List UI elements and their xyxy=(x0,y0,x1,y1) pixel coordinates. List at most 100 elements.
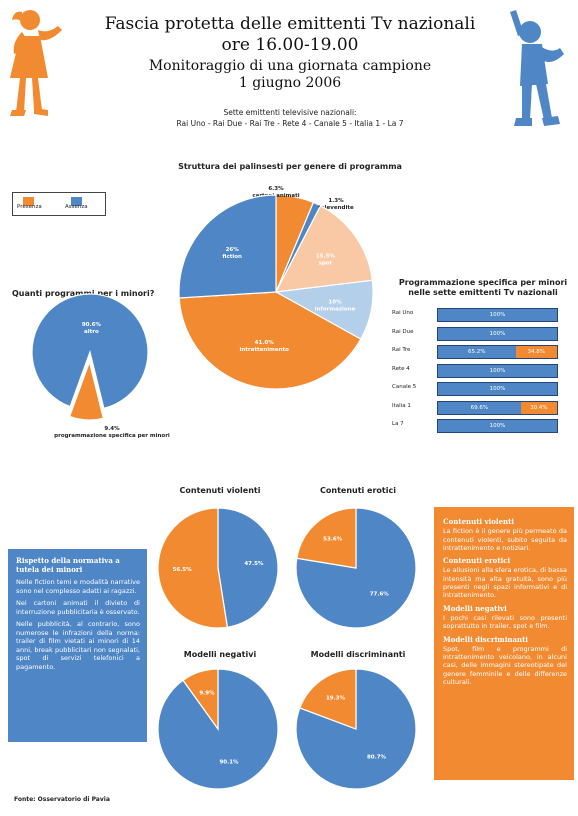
bar-segment-assenza: 100% xyxy=(438,420,557,432)
bar-category-label: Rai Tre xyxy=(392,347,411,353)
slice-category-label: informazione xyxy=(315,307,356,313)
bar-row-rai-uno: Rai Uno 100% xyxy=(392,306,562,323)
slice-contenuti-erotici-presenza xyxy=(296,507,357,569)
discriminating-chart-title: Modelli discriminanti xyxy=(310,650,406,659)
pie-modelli-negativi: 90.1% 9.9% xyxy=(157,668,279,790)
bar-track: 100% xyxy=(437,363,558,378)
bar-segment-assenza: 100% xyxy=(438,327,557,340)
pie-struttura-dei-palinsesti-per-genere-di-programma: 6.3%cartoni animati1.3%televendite15.5%s… xyxy=(178,186,374,390)
bar-track: 100% xyxy=(437,382,558,396)
slice-contenuti-violenti-assenza xyxy=(217,507,279,628)
bar-segment-assenza: 69.6% xyxy=(438,401,521,414)
header-title-block: Fascia protetta delle emittenti Tv nazio… xyxy=(90,14,490,92)
slice-category-label: fiction xyxy=(222,254,242,260)
left-note-box: Rispetto della normativa a tutela dei mi… xyxy=(8,549,147,742)
bar-chart-title: Programmazione specifica per minori nell… xyxy=(398,278,568,297)
left-note-p1: Nelle fiction temi e modalità narrative … xyxy=(16,578,140,595)
slice-value-label: 9.9% xyxy=(199,691,215,697)
slice-category-label: programmazione specifica per minori xyxy=(54,433,170,439)
legend-swatch-presenza xyxy=(23,197,34,206)
bar-track: 100% xyxy=(437,419,558,433)
slice-struttura-dei-palinsesti-per-genere-di-programma-intrattenimento xyxy=(178,291,362,390)
left-note-p3: Nelle pubblicità, al contrario, sono num… xyxy=(16,620,140,671)
legend: Presenza Assenza xyxy=(12,192,106,216)
slice-value-label: 90.6% xyxy=(82,322,102,328)
bar-row-rai-due: Rai Due 100% xyxy=(392,325,562,342)
pie-contenuti-erotici: 77.6% 53.6% xyxy=(295,507,417,629)
pie-contenuti-violenti: 47.5% 56.5% xyxy=(157,507,279,629)
bar-category-label: Rai Due xyxy=(392,328,414,335)
slice-value-label: 1.3% xyxy=(328,198,344,204)
slice-quanti-programmi-per-i-minori-altro xyxy=(31,293,149,410)
girl-silhouette-icon xyxy=(10,10,62,116)
subtitle: Monitoraggio di una giornata campione xyxy=(148,58,432,74)
page-title: Fascia protetta delle emittenti Tv nazio… xyxy=(104,14,476,34)
bar-category-label: Canale 5 xyxy=(392,384,417,390)
slice-category-label: intrattenimento xyxy=(239,347,289,353)
slice-category-label: televendite xyxy=(318,205,354,211)
right-note-h3: Modelli negativi xyxy=(443,603,507,613)
bar-track: 100% xyxy=(437,308,558,322)
bar-segment-assenza: 100% xyxy=(438,309,557,321)
slice-struttura-dei-palinsesti-per-genere-di-programma-fiction xyxy=(178,194,277,299)
left-note-p2: Nei cartoni animati il divieto di interr… xyxy=(16,599,140,616)
slice-value-label: 47.5% xyxy=(244,561,264,567)
legend-label-assenza: Assenza xyxy=(65,204,88,210)
slice-category-label: altro xyxy=(84,329,99,335)
slice-value-label: 6.3% xyxy=(268,186,284,192)
boy-silhouette-icon xyxy=(510,10,564,126)
right-note-h2: Contenuti erotici xyxy=(443,556,511,566)
slice-value-label: 53.6% xyxy=(323,537,343,543)
broadcasters-list: Rai Uno - Rai Due - Rai Tre - Rete 4 - C… xyxy=(176,119,404,128)
bar-track: 69.6% 30.4% xyxy=(437,400,558,415)
slice-value-label: 19.3% xyxy=(326,695,346,701)
pie-quanti-programmi-per-i-minori: 90.6%altro 9.4%programmazione specifica p… xyxy=(31,293,170,439)
date: 1 giugno 2006 xyxy=(238,75,342,91)
bar-row-rete-4: Rete 4 100% xyxy=(392,362,562,379)
slice-category-label: spot xyxy=(319,261,333,267)
right-note-p2: Le allusioni alla sfera erotica, di bass… xyxy=(443,566,567,600)
slice-struttura-dei-palinsesti-per-genere-di-programma-spot xyxy=(274,205,373,293)
slice-value-label: 90.1% xyxy=(219,759,239,765)
minors-chart-title: Quanti programmi per i minori? xyxy=(12,289,155,298)
bar-segment-assenza: 65.2% xyxy=(438,346,516,358)
slice-modelli-negativi-presenza xyxy=(182,668,219,731)
bar-row-italia-1: Italia 1 69.6% 30.4% xyxy=(392,399,562,416)
violent-chart-title: Contenuti violenti xyxy=(179,486,261,495)
left-note-title: Rispetto della normativa a tutela dei mi… xyxy=(16,556,120,574)
slice-contenuti-violenti-presenza xyxy=(157,507,229,629)
slice-modelli-discriminanti-presenza xyxy=(299,668,357,730)
right-note-p4: Spot, film e programmi di intratteniment… xyxy=(443,644,567,687)
slice-value-label: 10% xyxy=(328,300,342,306)
bar-segment-presenza: 30.4% xyxy=(520,401,557,414)
bar-track: 100% xyxy=(437,326,558,341)
slice-value-label: 77.6% xyxy=(370,591,390,597)
erotic-chart-title: Contenuti erotici xyxy=(320,486,396,495)
right-note-h1: Contenuti violenti xyxy=(443,517,515,526)
right-note-p1: La fiction è il genere più permeato da c… xyxy=(443,527,567,552)
bar-row-rai-tre: Rai Tre 65.2% 34.8% xyxy=(392,343,562,360)
bar-segment-presenza: 34.8% xyxy=(515,346,557,358)
slice-modelli-negativi-assenza xyxy=(157,668,279,790)
time-slot: ore 16.00-19.00 xyxy=(221,35,359,55)
bar-row-la-7: La 7 100% xyxy=(392,417,562,434)
broadcasters-intro: Sette emittenti televisive nazionali: xyxy=(223,108,357,117)
right-note-p3: I pochi casi rilevati sono presenti sopr… xyxy=(443,613,567,631)
slice-quanti-programmi-per-i-minori-programmazione-specifica-per-minori xyxy=(68,359,105,421)
bar-category-label: La 7 xyxy=(392,421,404,427)
slice-value-label: 80.7% xyxy=(367,755,387,761)
genre-chart-title: Struttura dei palinsesti per genere di p… xyxy=(178,162,402,171)
bar-category-label: Rai Uno xyxy=(392,310,414,316)
bar-category-label: Italia 1 xyxy=(392,402,411,409)
legend-label-presenza: Presenza xyxy=(17,204,42,210)
pie-modelli-discriminanti: 80.7% 19.3% xyxy=(295,668,417,790)
bar-category-label: Rete 4 xyxy=(392,365,410,372)
bar-segment-assenza: 100% xyxy=(438,364,557,377)
bar-segment-assenza: 100% xyxy=(438,383,557,395)
right-note-h4: Modelli discriminanti xyxy=(443,634,528,644)
slice-value-label: 26% xyxy=(226,247,240,253)
legend-swatch-assenza xyxy=(71,197,82,206)
negative-chart-title: Modelli negativi xyxy=(183,650,257,659)
slice-value-label: 9.4% xyxy=(104,426,120,432)
